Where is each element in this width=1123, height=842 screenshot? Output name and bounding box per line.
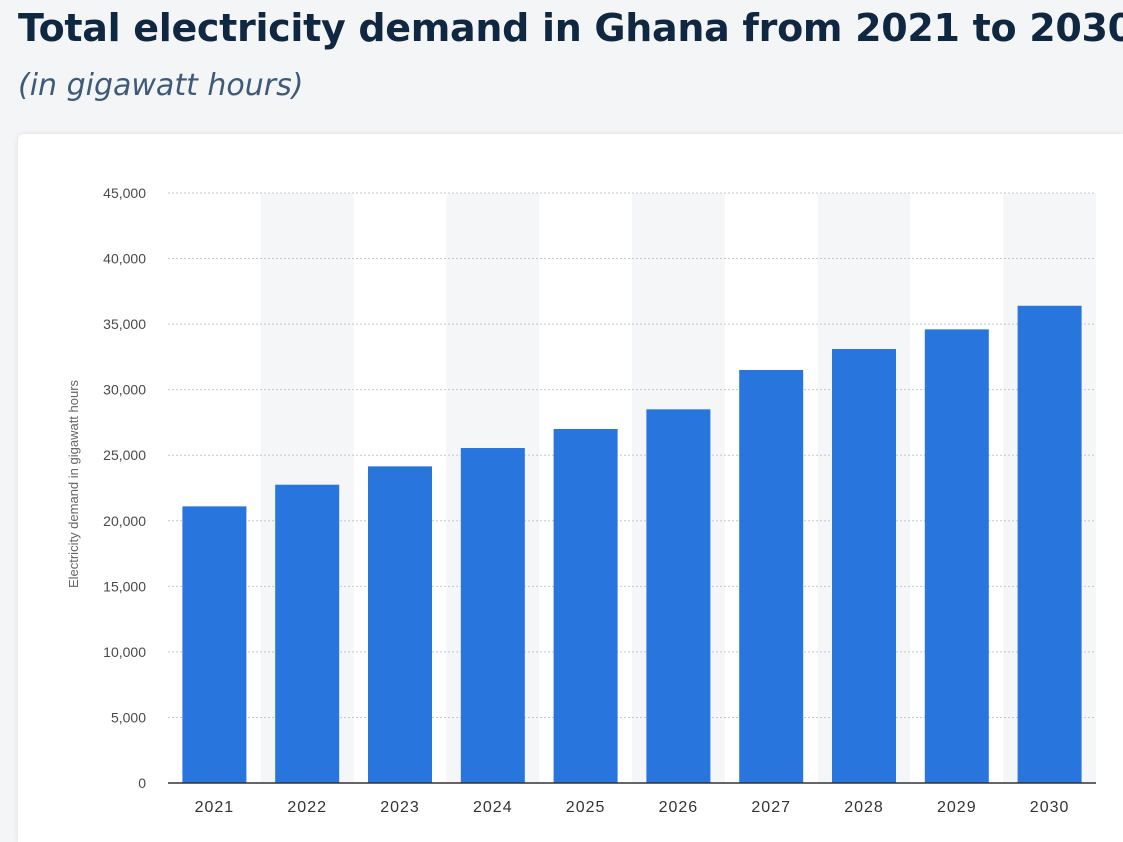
chart-subtitle: (in gigawatt hours) [18,68,304,103]
x-tick-label: 2022 [287,799,327,816]
bar[interactable] [739,370,804,783]
y-axis-ticks: 0 5,000 10,000 15,000 20,000 25,000 30,000 35,0… [103,185,146,791]
y-tick-label: 45,000 [103,185,146,201]
x-tick-label: 2026 [659,799,699,816]
bar[interactable] [924,329,989,783]
bar[interactable] [646,409,711,783]
y-axis-label: Electricity demand in gigawatt hours [66,379,81,588]
x-tick-label: 2023 [380,799,420,816]
y-tick-label: 40,000 [103,251,146,267]
bar[interactable] [553,429,618,783]
bar[interactable] [832,349,896,783]
bar[interactable] [182,506,247,783]
x-tick-label: 2027 [751,799,791,816]
y-tick-label: 5,000 [111,709,146,725]
x-tick-label: 2029 [937,799,977,816]
chart-title: Total electricity demand in Ghana from 2… [18,6,1123,50]
y-tick-label: 15,000 [103,578,146,594]
y-tick-label: 20,000 [103,513,146,529]
y-tick-label: 10,000 [103,644,146,660]
bar[interactable] [460,448,525,783]
x-tick-label: 2024 [473,799,513,816]
x-tick-label: 2030 [1030,799,1070,816]
y-tick-label: 25,000 [103,447,146,463]
chart-card: 0 5,000 10,000 15,000 20,000 25,000 30,000 35,0… [18,134,1123,842]
x-tick-label: 2021 [195,799,235,816]
y-tick-label: 35,000 [103,316,146,332]
bar[interactable] [368,466,432,783]
x-axis-ticks: 2021 2022 2023 2024 2025 2026 2027 2028 2029 2030 [195,799,1070,816]
x-tick-label: 2028 [844,799,884,816]
bar-chart: 0 5,000 10,000 15,000 20,000 25,000 30,000 35,0… [66,185,1096,816]
bar[interactable] [1017,305,1082,783]
x-tick-label: 2025 [566,799,606,816]
bar[interactable] [275,484,340,783]
bars [182,305,1082,783]
y-tick-label: 30,000 [103,382,146,398]
y-tick-label: 0 [138,775,146,791]
